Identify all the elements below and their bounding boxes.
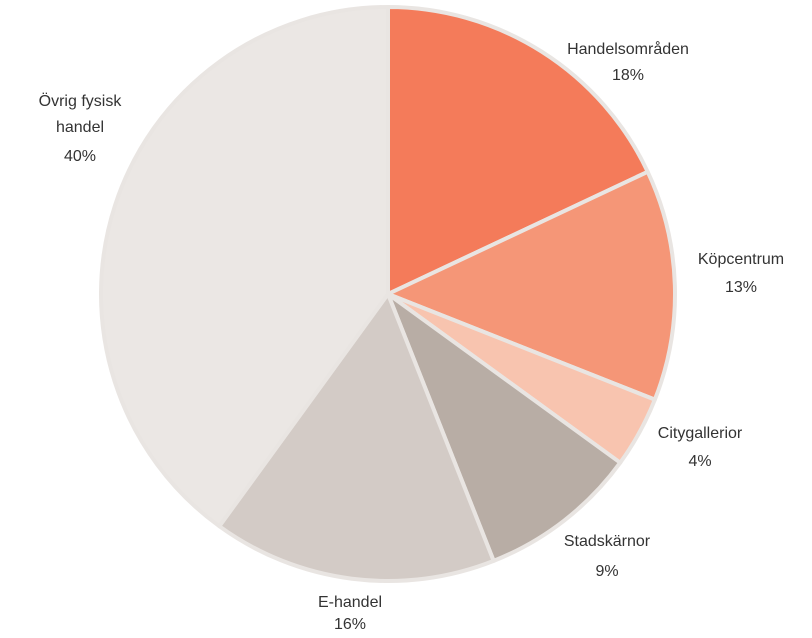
slice-value-label: 40% xyxy=(63,148,97,165)
slice-value-label: 9% xyxy=(595,563,619,580)
slice-label: Stadskärnor xyxy=(563,533,651,550)
slice-label: Övrig fysisk handel xyxy=(38,93,122,136)
pie-slice xyxy=(99,5,390,529)
pie-slice xyxy=(386,5,650,296)
slice-label: E-handel xyxy=(317,594,383,611)
pie-slice xyxy=(217,292,496,583)
slice-value-label: 18% xyxy=(611,67,645,84)
slice-value-label: 16% xyxy=(333,616,367,633)
slice-label: Köpcentrum xyxy=(697,251,785,268)
pie-slice xyxy=(386,292,623,563)
slice-label: Handelsområden xyxy=(567,41,689,58)
slice-value-label: 4% xyxy=(688,453,712,470)
slice-value-label: 13% xyxy=(724,279,758,296)
pie-slice xyxy=(386,169,677,402)
slice-label: Citygallerior xyxy=(657,425,743,442)
